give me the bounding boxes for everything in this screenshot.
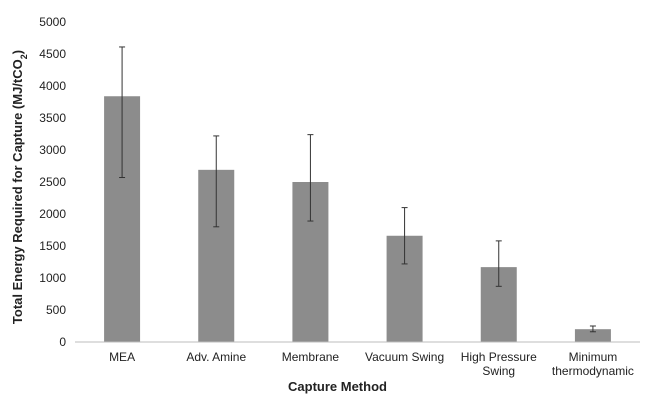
x-category-label: Membrane [282, 350, 340, 364]
bars [104, 96, 611, 343]
x-category-label: Adv. Amine [186, 350, 246, 364]
x-category-label: Minimum thermodynamic [552, 350, 634, 378]
error-bars [119, 46, 596, 333]
y-axis-title-close: ) [10, 50, 25, 54]
y-tick-label: 0 [59, 335, 66, 349]
x-category-label: MEA [109, 350, 135, 364]
bar [574, 329, 611, 342]
x-axis-title: Capture Method [288, 379, 387, 394]
x-category-label: High Pressure Swing [461, 350, 537, 378]
y-tick-label: 1000 [39, 271, 66, 285]
y-tick-label: 4000 [39, 79, 66, 93]
y-tick-label: 2500 [39, 175, 66, 189]
y-tick-label: 2000 [39, 207, 66, 221]
y-axis-ticks: 0 500 1000 1500 2000 2500 3000 3500 4000 4500 5000 [39, 15, 66, 349]
x-category-label: Vacuum Swing [365, 350, 444, 364]
x-axis-category-labels: MEA Adv. Amine Membrane Vacuum Swing High Pr… [109, 350, 634, 378]
y-tick-label: 1500 [39, 239, 66, 253]
y-axis-title: Total Energy Required for Capture (MJ/tC… [10, 50, 29, 324]
y-tick-label: 4500 [39, 47, 66, 61]
y-tick-label: 5000 [39, 15, 66, 29]
y-tick-label: 3000 [39, 143, 66, 157]
y-axis-title-subscript: 2 [19, 54, 29, 59]
y-tick-label: 3500 [39, 111, 66, 125]
y-tick-label: 500 [46, 303, 66, 317]
y-axis-title-main: Total Energy Required for Capture (MJ/tC… [10, 59, 25, 324]
